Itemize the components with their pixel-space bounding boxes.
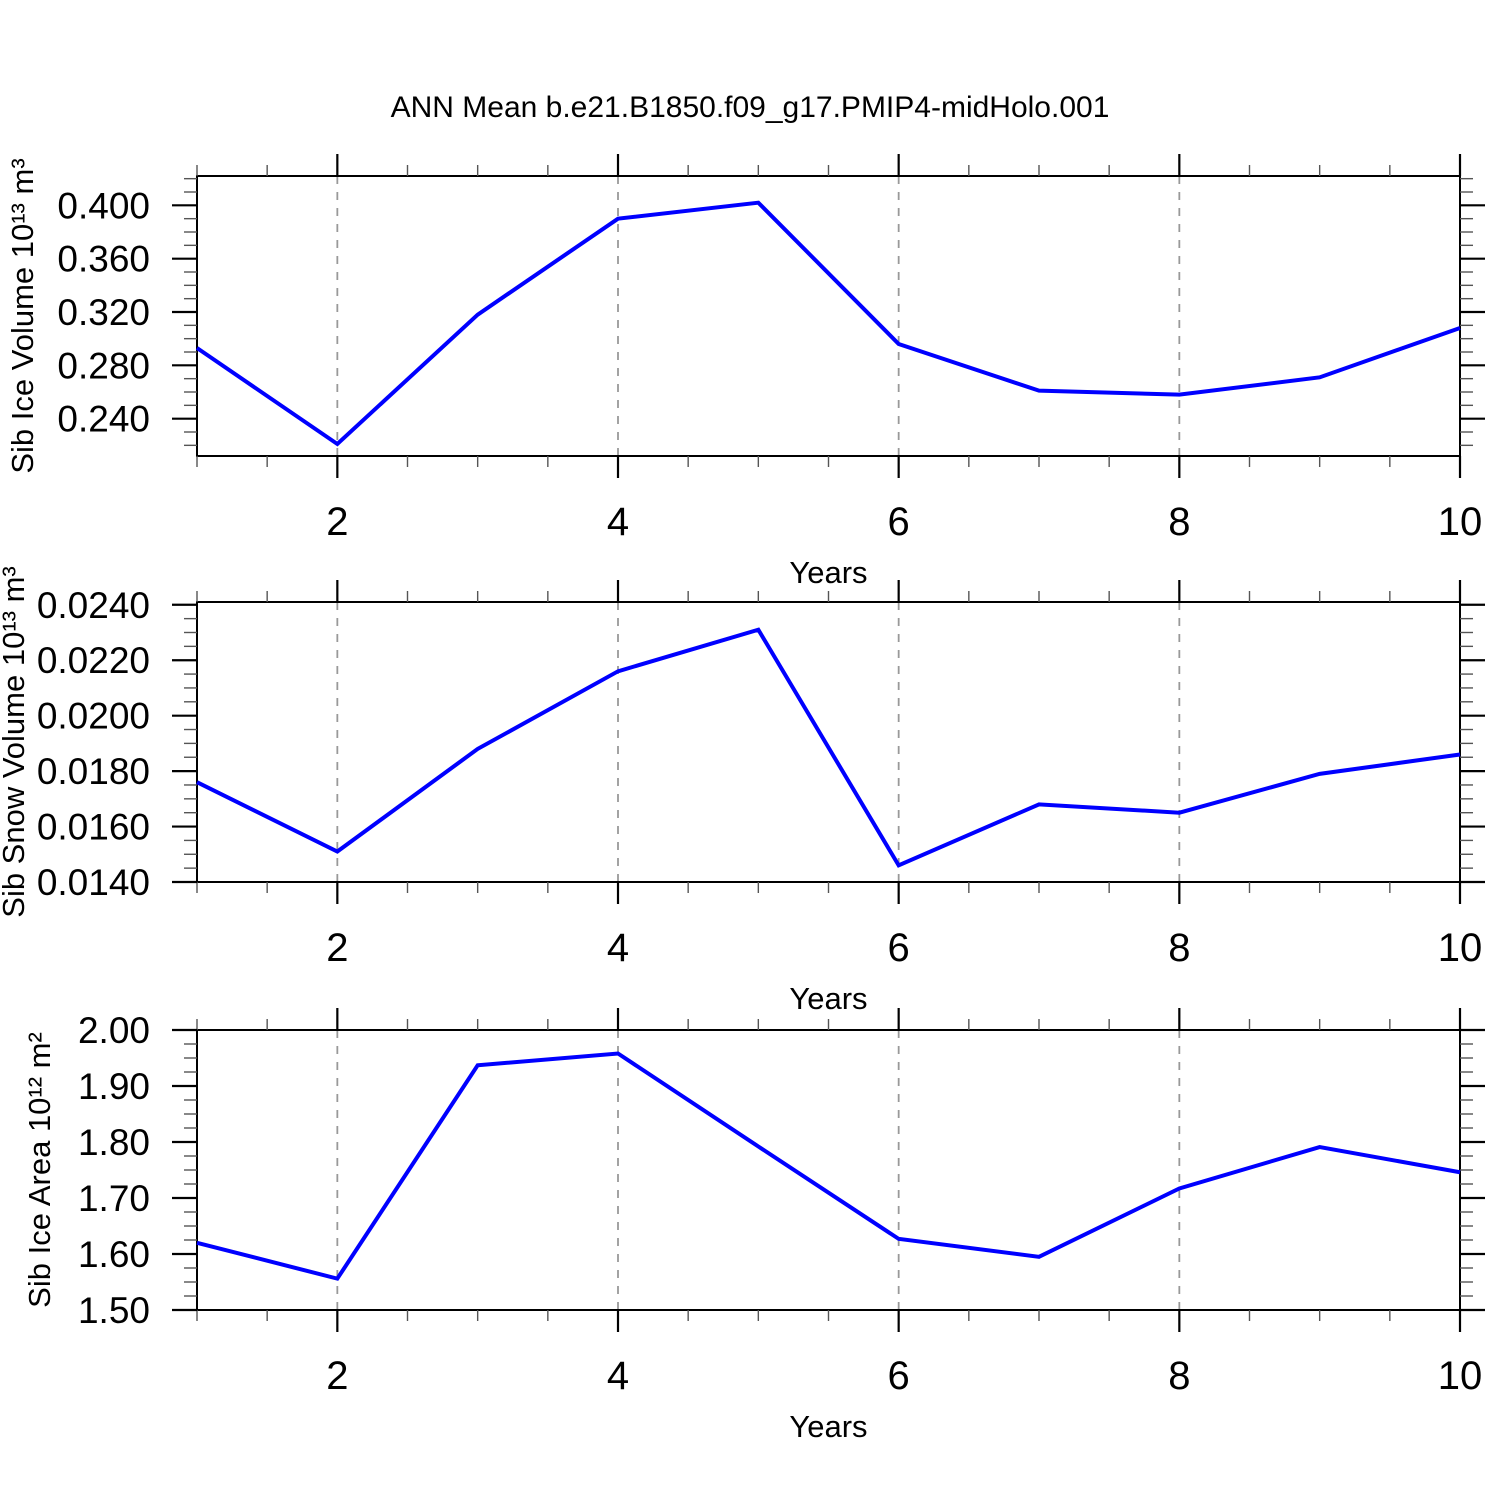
y-tick-label: 0.0160 (37, 807, 150, 848)
x-tick-label: 6 (888, 1354, 910, 1398)
x-tick-label: 2 (326, 926, 348, 970)
x-tick-label: 4 (607, 1354, 629, 1398)
y-axis-title: Sib Ice Area 10¹² m² (22, 1032, 57, 1308)
y-tick-label: 0.0240 (37, 585, 150, 626)
x-axis-title: Years (789, 981, 867, 1016)
y-tick-label: 0.400 (57, 185, 150, 226)
data-line (196, 1051, 1461, 1281)
y-tick-label: 0.0140 (37, 862, 150, 903)
y-tick-label: 0.240 (57, 399, 150, 440)
plot-box (196, 175, 1461, 457)
plot-box (196, 601, 1461, 883)
y-tick-label: 0.0220 (37, 640, 150, 681)
plot-box (196, 1029, 1461, 1311)
x-axis-title: Years (789, 1409, 867, 1444)
y-tick-label: 0.360 (57, 239, 150, 280)
y-tick-label: 1.90 (78, 1066, 150, 1107)
y-axis-title: Sib Snow Volume 10¹³ m³ (0, 566, 31, 917)
y-tick-label: 0.0180 (37, 751, 150, 792)
x-tick-label: 2 (326, 500, 348, 544)
panel-sib-ice-volume: 2 4 6 8 10 0.240 0.280 0.320 0.360 0.400 Years Sib … (5, 154, 1485, 590)
panel-sib-ice-area: 2 4 6 8 10 1.50 1.60 1.70 1.80 1.90 2.00 Years Sib I… (22, 1008, 1485, 1444)
y-tick-label: 0.0200 (37, 696, 150, 737)
y-axis-title: Sib Ice Volume 10¹³ m³ (5, 158, 40, 473)
y-tick-label: 1.80 (78, 1122, 150, 1163)
x-tick-label: 10 (1438, 500, 1483, 544)
y-tick-label: 0.280 (57, 345, 150, 386)
x-tick-label: 6 (888, 926, 910, 970)
x-tick-label: 6 (888, 500, 910, 544)
panel-sib-snow-volume: 2 4 6 8 10 0.0140 0.0160 0.0180 0.0200 0.0220 0.02… (0, 566, 1485, 1016)
x-tick-label: 10 (1438, 1354, 1483, 1398)
y-tick-label: 1.70 (78, 1178, 150, 1219)
x-tick-label: 8 (1168, 1354, 1190, 1398)
data-line (195, 200, 1461, 447)
x-tick-label: 4 (607, 500, 629, 544)
x-tick-label: 8 (1168, 926, 1190, 970)
x-axis-title: Years (789, 555, 867, 590)
y-tick-label: 2.00 (78, 1010, 150, 1051)
figure-title: ANN Mean b.e21.B1850.f09_g17.PMIP4-midHo… (391, 91, 1110, 124)
data-line (196, 627, 1461, 868)
x-tick-label: 10 (1438, 926, 1483, 970)
y-tick-label: 1.50 (78, 1290, 150, 1331)
x-tick-label: 4 (607, 926, 629, 970)
y-tick-label: 1.60 (78, 1234, 150, 1275)
y-tick-label: 0.320 (57, 292, 150, 333)
x-tick-label: 8 (1168, 500, 1190, 544)
x-tick-label: 2 (326, 1354, 348, 1398)
